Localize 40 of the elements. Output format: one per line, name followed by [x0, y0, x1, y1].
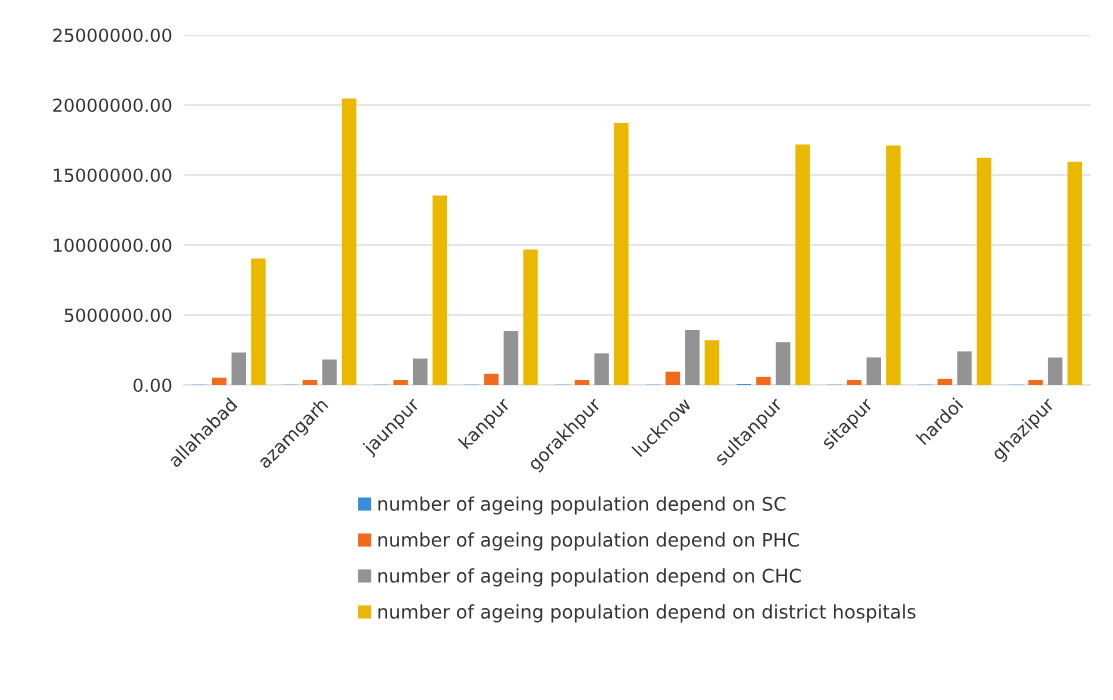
y-tick-label: 25000000.00: [53, 28, 172, 43]
legend-label: number of ageing population depend on SC: [378, 496, 786, 515]
bar: [393, 379, 408, 385]
bar: [846, 379, 862, 385]
bar: [594, 353, 609, 385]
legend-label: number of ageing population depend on district hospitals: [378, 604, 916, 623]
bar: [665, 371, 681, 385]
y-tick-label: 5000000.00: [64, 308, 172, 323]
bar: [302, 379, 318, 385]
legend-label: number of ageing population depend on PHC: [378, 532, 799, 551]
bar: [704, 340, 720, 385]
bar: [484, 373, 499, 385]
bar: [251, 258, 266, 385]
bar: [756, 376, 771, 385]
bar: [211, 377, 227, 385]
bar: [613, 123, 629, 385]
bar: [1028, 379, 1043, 385]
bar: [685, 329, 700, 385]
bar: [937, 378, 953, 385]
bar: [775, 342, 791, 385]
bar: [866, 357, 882, 385]
bar: [886, 145, 901, 385]
bar: [322, 359, 337, 385]
bar: [976, 157, 992, 385]
bar: [574, 379, 590, 385]
bar: [432, 195, 448, 385]
y-tick-label: 10000000.00: [53, 238, 172, 253]
bar: [231, 352, 247, 385]
bar: [957, 351, 972, 385]
y-tick-label: 20000000.00: [53, 98, 172, 113]
y-tick-label: 0.00: [133, 378, 172, 393]
y-tick-label: 15000000.00: [53, 168, 172, 183]
bar: [412, 358, 428, 385]
bar: [503, 330, 519, 385]
bar: [795, 144, 810, 385]
legend-label: number of ageing population depend on CHC: [378, 568, 801, 587]
bar: [341, 98, 357, 385]
bar: [1047, 357, 1063, 385]
bar: [1067, 161, 1083, 385]
bar: [523, 249, 538, 385]
